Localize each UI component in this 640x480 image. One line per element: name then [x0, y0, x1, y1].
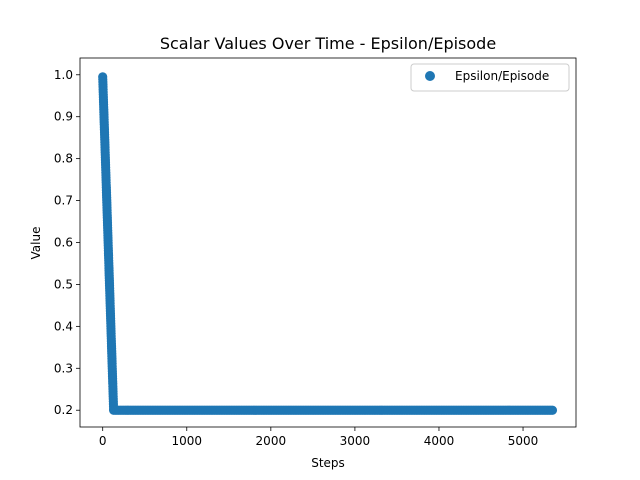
y-tick-label: 0.2 [54, 403, 73, 417]
y-tick-label: 0.8 [54, 152, 73, 166]
data-points [98, 72, 558, 415]
y-tick-label: 0.4 [54, 319, 73, 333]
y-tick-label: 0.3 [54, 361, 73, 375]
y-axis-ticks: 0.2 0.3 0.4 0.5 0.6 0.7 0.8 0.9 1.0 [54, 68, 80, 417]
x-tick-label: 4000 [424, 434, 455, 448]
data-point [547, 405, 558, 415]
legend-marker [425, 71, 435, 81]
y-tick-label: 0.5 [54, 277, 73, 291]
x-tick-label: 5000 [508, 434, 539, 448]
legend-label: Epsilon/Episode [455, 69, 549, 83]
y-tick-label: 0.6 [54, 236, 73, 250]
y-tick-label: 0.7 [54, 194, 73, 208]
chart-title: Scalar Values Over Time - Epsilon/Episod… [160, 34, 496, 53]
y-tick-label: 1.0 [54, 68, 73, 82]
x-tick-label: 0 [99, 434, 107, 448]
x-axis-label: Steps [311, 456, 345, 470]
y-tick-label: 0.9 [54, 110, 73, 124]
x-tick-label: 2000 [256, 434, 287, 448]
legend: Epsilon/Episode [410, 63, 570, 92]
plot-frame [79, 57, 577, 428]
legend-box [410, 63, 570, 92]
y-axis-label: Value [29, 227, 43, 260]
x-tick-label: 3000 [340, 434, 371, 448]
x-tick-label: 1000 [171, 434, 202, 448]
x-axis-ticks: 0 1000 2000 3000 4000 5000 [99, 427, 538, 448]
plot-area [80, 58, 576, 427]
